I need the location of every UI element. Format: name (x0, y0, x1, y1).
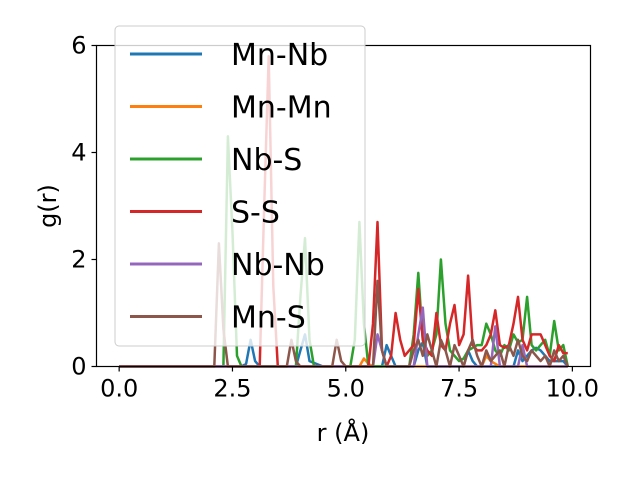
legend-box (114, 25, 366, 347)
legend-label-mn-s: Mn-S (231, 301, 306, 336)
legend-label-nb-nb: Nb-Nb (231, 248, 325, 283)
legend-label-s-s: S-S (231, 196, 280, 231)
legend: Mn-Nb Mn-Mn Nb-S S-S Nb-Nb Mn-S (114, 25, 366, 347)
x-tick-label: 0.0 (100, 375, 138, 403)
legend-label-mn-nb: Mn-Nb (231, 38, 328, 73)
x-tick-label: 2.5 (213, 375, 251, 403)
y-tick-label: 4 (71, 139, 86, 167)
y-tick-label: 0 (71, 353, 86, 381)
y-axis: 0 2 4 6 (71, 32, 97, 381)
x-tick-label: 7.5 (440, 375, 478, 403)
y-axis-label: g(r) (34, 184, 62, 228)
legend-label-mn-mn: Mn-Mn (231, 91, 332, 126)
x-tick-label: 5.0 (327, 375, 365, 403)
series-line-nb-nb (119, 306, 568, 368)
legend-label-nb-s: Nb-S (231, 143, 302, 178)
y-tick-label: 2 (71, 246, 86, 274)
series-line-s-s (119, 54, 568, 368)
y-tick-label: 6 (71, 32, 86, 60)
x-tick-label: 10.0 (546, 375, 599, 403)
x-axis: 0.0 2.5 5.0 7.5 10.0 (100, 366, 599, 403)
x-axis-label: r (Å) (317, 418, 370, 447)
